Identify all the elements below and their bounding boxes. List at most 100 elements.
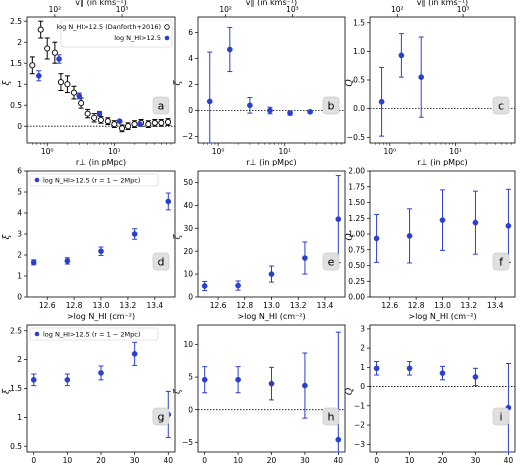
data-point — [35, 72, 42, 79]
x-tick-label: 13.2 — [461, 301, 478, 310]
y-tick-label: 0 — [188, 293, 193, 302]
y-axis-label: Q — [345, 79, 355, 87]
panel-label-box — [492, 252, 510, 271]
y-tick-label: 0 — [17, 293, 22, 302]
y-tick-label: −5 — [182, 438, 193, 447]
x-axis-label: r⊥ (in pMpc) — [246, 158, 296, 167]
data-point — [268, 271, 275, 277]
y-tick-label: 20 — [183, 247, 193, 256]
x-tick-label: 10¹ — [108, 147, 121, 156]
x-tick-label: 10¹ — [449, 147, 462, 156]
x-tick-label: 13.2 — [120, 301, 137, 310]
data-point — [30, 259, 37, 266]
series — [201, 331, 342, 453]
y-tick-label: 5 — [17, 188, 22, 197]
y-tick-label: −2 — [354, 421, 365, 430]
data-point — [44, 45, 51, 52]
x-tick-label: 13.0 — [93, 301, 110, 310]
y-tick-label: 1 — [17, 413, 22, 422]
y-tick-label: 1.5 — [353, 18, 365, 27]
data-point — [145, 121, 152, 128]
legend-marker — [34, 331, 40, 337]
x-tick-label: 30 — [130, 456, 140, 465]
x-tick-label: 40 — [504, 456, 514, 465]
y-axis-label: ζ — [173, 233, 183, 239]
data-point — [91, 114, 98, 121]
x-tick-label: 13.4 — [146, 301, 163, 310]
x-tick-label: 10 — [405, 456, 415, 465]
y-axis-label: ξ — [2, 233, 12, 239]
y-tick-label: 1.50 — [348, 198, 365, 207]
y-tick-label: 1.25 — [348, 214, 365, 223]
data-point — [137, 121, 143, 127]
panel-label-box — [322, 407, 340, 426]
series — [30, 341, 172, 439]
axes-frame — [197, 16, 346, 144]
panel-d: 0 1 2 3 4 5 6 12.6 12.8 13.0 13.2 13.4 >log N_HI (cm… — [2, 167, 176, 321]
data-point — [56, 56, 62, 62]
data-point — [64, 258, 71, 264]
y-tick-label: −1 — [354, 401, 365, 410]
y-tick-label: 1 — [360, 363, 365, 372]
y-tick-label: 0.25 — [348, 277, 365, 286]
panel-label: h — [328, 411, 335, 424]
x-tick-label: 12.8 — [236, 301, 253, 310]
data-point — [378, 98, 385, 105]
x-tick-label: 0 — [202, 456, 207, 465]
data-point — [131, 121, 138, 128]
panel-label-box — [322, 252, 340, 271]
y-tick-label: 1.0 — [353, 47, 365, 56]
y-axis-label: ζ — [173, 79, 183, 85]
y-tick-label: 30 — [183, 224, 193, 233]
y-tick-label: 0.0 — [353, 104, 365, 113]
legend: log N_HI>12.5 (r = 1 − 2Mpc) — [29, 173, 159, 187]
y-tick-label: 6 — [17, 167, 22, 176]
axes-frame — [26, 324, 176, 453]
data-point — [131, 351, 138, 357]
x-tick-label: 40 — [163, 456, 173, 465]
axes-frame — [369, 324, 516, 453]
data-point — [418, 74, 425, 80]
data-point — [104, 118, 111, 125]
data-point — [64, 376, 71, 383]
y-tick-label: 10 — [183, 270, 193, 279]
legend: log N_HI>12.5 (r = 1 − 2Mpc) — [29, 327, 159, 341]
x-tick-label: 12.6 — [210, 301, 227, 310]
x-tick-label: 10⁰ — [41, 147, 54, 156]
y-tick-label: −0.5 — [347, 133, 365, 142]
y-tick-label: 0.5 — [10, 101, 22, 110]
y-tick-label: 0.00 — [348, 293, 365, 302]
data-point — [64, 81, 71, 88]
data-point — [37, 26, 44, 33]
x-tick-label: 13.4 — [487, 301, 504, 310]
series — [201, 175, 342, 292]
y-tick-label: 4 — [188, 54, 193, 63]
data-point — [406, 233, 413, 239]
data-point — [29, 62, 36, 69]
y-tick-label: 0.5 — [10, 442, 22, 451]
y-tick-label: 2.5 — [10, 326, 22, 335]
data-point — [267, 107, 273, 114]
y-axis-label: ζ — [173, 388, 183, 394]
y-tick-label: 6 — [188, 28, 193, 37]
data-point — [302, 255, 308, 261]
legend-entry: log N_HI>12.5 (r = 1 − 2Mpc) — [43, 331, 140, 339]
y-tick-label: 0 — [360, 382, 365, 391]
data-point — [76, 93, 83, 99]
y-tick-label: 1.00 — [348, 230, 365, 239]
y-tick-label: 0 — [188, 106, 193, 115]
series — [29, 20, 172, 133]
x-tick-label: 13.2 — [290, 301, 307, 310]
panel-label-box — [492, 96, 510, 115]
data-point — [201, 376, 208, 383]
series — [378, 33, 425, 137]
data-point — [307, 108, 313, 115]
data-point — [398, 52, 405, 59]
panel-label-box — [152, 407, 170, 426]
data-point — [158, 119, 165, 126]
y-axis-label: ξ — [2, 79, 12, 85]
